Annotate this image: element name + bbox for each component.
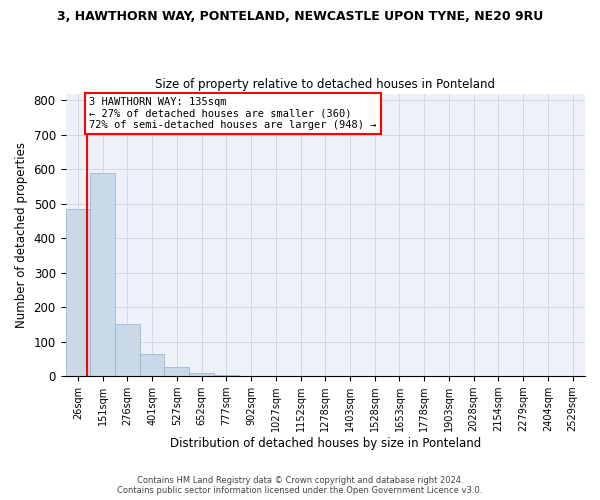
Y-axis label: Number of detached properties: Number of detached properties xyxy=(15,142,28,328)
Bar xyxy=(65,209,90,376)
Bar xyxy=(189,374,214,376)
X-axis label: Distribution of detached houses by size in Ponteland: Distribution of detached houses by size … xyxy=(170,437,481,450)
Bar xyxy=(164,367,189,376)
Text: 3 HAWTHORN WAY: 135sqm
← 27% of detached houses are smaller (360)
72% of semi-de: 3 HAWTHORN WAY: 135sqm ← 27% of detached… xyxy=(89,97,377,130)
Text: Contains HM Land Registry data © Crown copyright and database right 2024.
Contai: Contains HM Land Registry data © Crown c… xyxy=(118,476,482,495)
Bar xyxy=(115,324,140,376)
Bar xyxy=(140,354,164,376)
Title: Size of property relative to detached houses in Ponteland: Size of property relative to detached ho… xyxy=(155,78,495,91)
Bar xyxy=(90,173,115,376)
Text: 3, HAWTHORN WAY, PONTELAND, NEWCASTLE UPON TYNE, NE20 9RU: 3, HAWTHORN WAY, PONTELAND, NEWCASTLE UP… xyxy=(57,10,543,23)
